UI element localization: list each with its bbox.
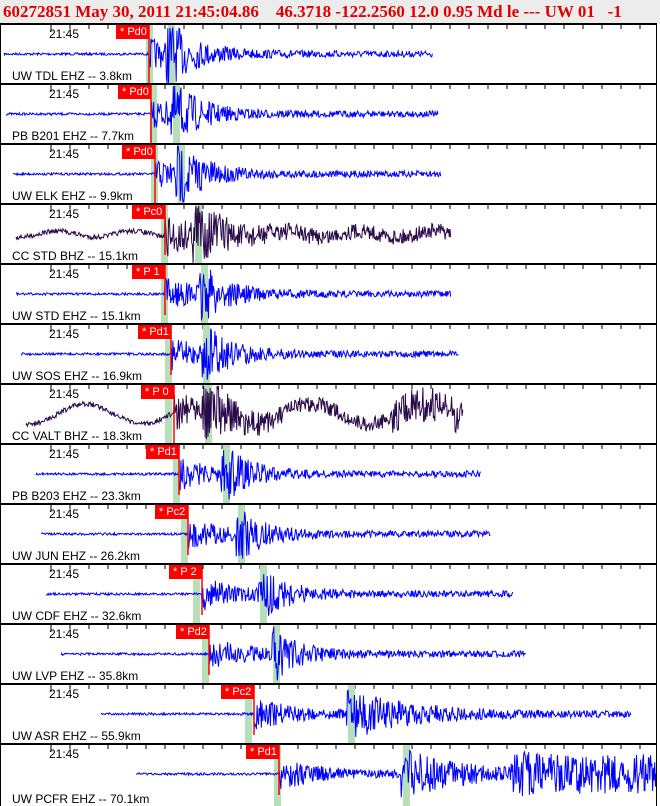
time-label: 21:45 <box>49 387 80 401</box>
trace-panel[interactable]: 21:45 UW PCFR EHZ -- 70.1km * Pd1 <box>0 743 657 806</box>
waveform-trace <box>12 145 442 203</box>
pick-tag[interactable]: * Pd1 <box>138 325 171 339</box>
time-label: 21:45 <box>49 267 80 281</box>
pick-tag[interactable]: * Pd1 <box>246 745 279 759</box>
phase-window <box>173 85 180 143</box>
station-label: UW LVP EHZ -- 35.8km <box>12 669 139 683</box>
time-label: 21:45 <box>49 567 80 581</box>
phase-window <box>273 625 280 683</box>
phase-window <box>274 745 281 806</box>
time-label: 21:45 <box>49 207 80 221</box>
waveform-trace <box>35 450 481 500</box>
time-label: 21:45 <box>49 27 80 41</box>
station-label: UW ELK EHZ -- 9.9km <box>12 189 133 203</box>
trace-panel[interactable]: 21:45 PB B201 EHZ -- 7.7km * Pd0 <box>0 83 657 143</box>
trace-panel[interactable]: 21:45 UW STD EHZ -- 15.1km * P 1 <box>0 263 657 323</box>
waveform-trace <box>60 626 526 681</box>
time-label: 21:45 <box>49 747 80 761</box>
station-label: PB B203 EHZ -- 23.3km <box>12 489 141 503</box>
station-label: UW TDL EHZ -- 3.8km <box>12 69 133 83</box>
trace-panel[interactable]: 21:45 UW ASR EHZ -- 55.9km * Pc2 <box>0 683 657 743</box>
pick-tag[interactable]: * Pd0 <box>116 25 149 39</box>
station-label: UW JUN EHZ -- 26.2km <box>12 549 141 563</box>
waveform-trace <box>100 689 632 737</box>
event-header: 60272851 May 30, 2011 21:45:04.86 46.371… <box>0 0 660 23</box>
waveform-trace <box>45 574 514 616</box>
waveform-trace <box>5 85 439 135</box>
trace-panel[interactable]: 21:45 UW JUN EHZ -- 26.2km * Pc2 <box>0 503 657 563</box>
waveform-trace <box>25 385 464 440</box>
waveform-trace <box>41 511 491 559</box>
pick-tag[interactable]: * P 0 <box>141 385 174 399</box>
station-label: CC VALT BHZ -- 18.3km <box>12 429 143 443</box>
station-label: PB B201 EHZ -- 7.7km <box>12 129 135 143</box>
trace-panel[interactable]: 21:45 CC VALT BHZ -- 18.3km * P 0 <box>0 383 657 443</box>
trace-panel[interactable]: 21:45 PB B203 EHZ -- 23.3km * Pd1 <box>0 443 657 503</box>
pick-tag[interactable]: * Pc2 <box>221 685 254 699</box>
trace-panel[interactable]: 21:45 CC STD BHZ -- 15.1km * Pc0 <box>0 203 657 263</box>
waveform-trace <box>15 269 452 321</box>
waveform-trace <box>136 749 656 798</box>
waveform-trace <box>20 328 459 380</box>
trace-panel[interactable]: 21:45 UW CDF EHZ -- 32.6km * P 2 <box>0 563 657 623</box>
station-label: UW ASR EHZ -- 55.9km <box>12 729 141 743</box>
pick-tag[interactable]: * Pc2 <box>155 505 188 519</box>
time-label: 21:45 <box>49 147 80 161</box>
trace-panel[interactable]: 21:45 UW SOS EHZ -- 16.9km * Pd1 <box>0 323 657 383</box>
pick-tag[interactable]: * Pc0 <box>132 205 165 219</box>
pick-tag[interactable]: * P 2 <box>169 565 202 579</box>
pick-tag[interactable]: * Pd1 <box>146 445 179 459</box>
time-label: 21:45 <box>49 447 80 461</box>
trace-panel[interactable]: 21:45 UW LVP EHZ -- 35.8km * Pd2 <box>0 623 657 683</box>
waveform-trace <box>3 27 433 83</box>
pick-tag[interactable]: * Pd0 <box>118 85 151 99</box>
time-label: 21:45 <box>49 87 80 101</box>
station-label: UW STD EHZ -- 15.1km <box>12 309 141 323</box>
station-label: UW PCFR EHZ -- 70.1km <box>12 792 150 806</box>
phase-window <box>201 265 208 323</box>
waveform-trace <box>15 205 452 263</box>
trace-panel[interactable]: 21:45 UW TDL EHZ -- 3.8km * Pd0 <box>0 23 657 83</box>
station-label: UW SOS EHZ -- 16.9km <box>12 369 143 383</box>
time-label: 21:45 <box>49 687 80 701</box>
time-label: 21:45 <box>49 507 80 521</box>
phase-window <box>403 745 410 806</box>
station-label: CC STD BHZ -- 15.1km <box>12 249 139 263</box>
station-label: UW CDF EHZ -- 32.6km <box>12 609 142 623</box>
time-label: 21:45 <box>49 327 80 341</box>
time-label: 21:45 <box>49 627 80 641</box>
pick-tag[interactable]: * Pd0 <box>122 145 155 159</box>
pick-tag[interactable]: * Pd2 <box>176 625 209 639</box>
trace-panel[interactable]: 21:45 UW ELK EHZ -- 9.9km * Pd0 <box>0 143 657 203</box>
pick-tag[interactable]: * P 1 <box>132 265 165 279</box>
